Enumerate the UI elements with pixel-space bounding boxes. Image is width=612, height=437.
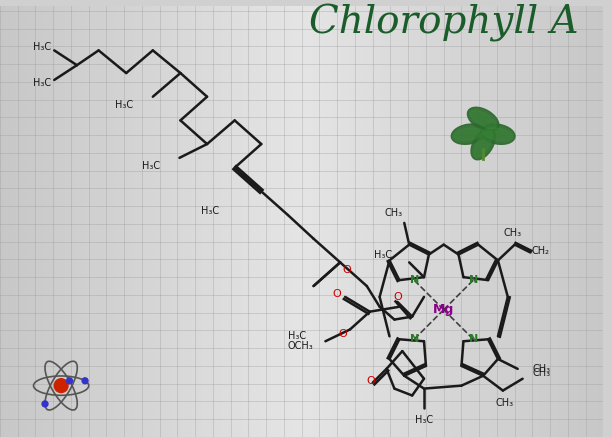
Ellipse shape xyxy=(451,124,485,144)
Text: CH₃: CH₃ xyxy=(496,399,514,409)
Text: H₃C: H₃C xyxy=(141,161,160,171)
Text: O: O xyxy=(333,289,341,299)
Ellipse shape xyxy=(470,111,496,128)
Circle shape xyxy=(67,378,72,384)
Text: O: O xyxy=(339,329,348,340)
Text: OCH₃: OCH₃ xyxy=(288,341,313,351)
Text: O: O xyxy=(367,376,375,386)
Text: N: N xyxy=(469,334,478,344)
Ellipse shape xyxy=(471,128,495,160)
Text: H₃C: H₃C xyxy=(33,78,51,88)
Text: Mg: Mg xyxy=(433,303,454,316)
Text: H₃C: H₃C xyxy=(288,331,305,341)
Text: CH₃: CH₃ xyxy=(532,364,551,374)
Text: CH₃: CH₃ xyxy=(504,228,522,238)
Text: O: O xyxy=(343,265,351,275)
Text: H₃C: H₃C xyxy=(415,415,433,425)
Ellipse shape xyxy=(483,128,513,141)
Text: H₃C: H₃C xyxy=(33,42,51,52)
Text: H₃C: H₃C xyxy=(201,206,219,216)
Text: CH₃: CH₃ xyxy=(532,368,551,378)
Text: N: N xyxy=(469,275,478,285)
Circle shape xyxy=(82,378,88,384)
Text: H₃C: H₃C xyxy=(375,250,392,260)
Circle shape xyxy=(54,379,68,392)
Text: Chlorophyll A: Chlorophyll A xyxy=(309,4,578,42)
Text: CH₃: CH₃ xyxy=(384,208,402,218)
Text: N: N xyxy=(409,334,419,344)
Ellipse shape xyxy=(481,124,515,144)
Text: H₃C: H₃C xyxy=(115,100,133,110)
Text: N: N xyxy=(409,275,419,285)
Circle shape xyxy=(42,401,48,407)
Text: O: O xyxy=(393,292,401,302)
Ellipse shape xyxy=(468,107,499,132)
Text: CH₂: CH₂ xyxy=(531,246,550,256)
Ellipse shape xyxy=(453,128,483,141)
Ellipse shape xyxy=(474,131,492,157)
